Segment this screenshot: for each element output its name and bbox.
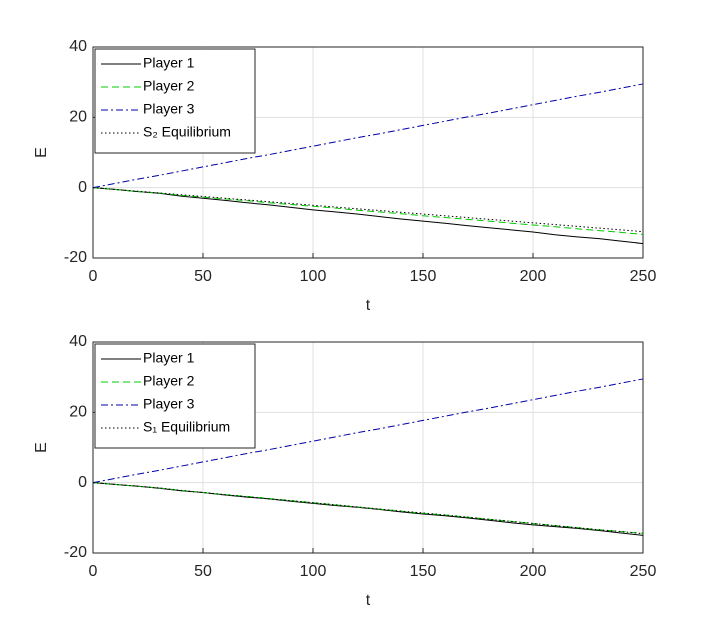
y-tick-label: 0 — [78, 474, 87, 491]
x-tick-label: 0 — [89, 268, 98, 285]
y-tick-label: -20 — [64, 544, 87, 561]
legend: Player 1 Player 2 Player 3 S₁ Equilibrium — [94, 343, 256, 449]
y-tick-label: -20 — [64, 249, 87, 266]
x-tick-label: 100 — [300, 563, 327, 580]
y-tick-label: 20 — [69, 109, 87, 126]
x-tick-label: 200 — [520, 563, 547, 580]
y-axis-label: E — [33, 147, 50, 158]
x-tick-label: 50 — [194, 563, 212, 580]
legend-label: Player 3 — [143, 101, 195, 117]
y-tick-label: 20 — [69, 404, 87, 421]
x-tick-label: 150 — [410, 268, 437, 285]
legend-label: Player 2 — [143, 78, 195, 94]
x-axis-label: t — [366, 297, 371, 314]
series-line — [92, 187, 644, 235]
legend-label: Player 2 — [143, 373, 195, 389]
series-line — [92, 378, 644, 484]
series-line — [92, 83, 644, 189]
x-tick-label: 250 — [630, 563, 657, 580]
legend-label: Player 1 — [143, 350, 195, 366]
y-axis-label: E — [33, 442, 50, 453]
y-tick-label: 40 — [69, 333, 87, 350]
legend-label: Player 1 — [143, 55, 195, 71]
x-tick-label: 200 — [520, 268, 547, 285]
axes-box — [92, 46, 644, 259]
legend-label: S₂ Equilibrium — [143, 124, 231, 140]
legend-box — [94, 48, 256, 154]
series-line — [92, 482, 644, 535]
legend-box — [94, 343, 256, 449]
axes-box — [92, 341, 644, 554]
x-axis-label: t — [366, 592, 371, 609]
y-tick-label: 40 — [69, 38, 87, 55]
x-tick-label: 0 — [89, 563, 98, 580]
x-tick-label: 150 — [410, 563, 437, 580]
y-tick-label: 0 — [78, 179, 87, 196]
x-tick-label: 100 — [300, 268, 327, 285]
x-tick-label: 50 — [194, 268, 212, 285]
legend-label: Player 3 — [143, 396, 195, 412]
x-tick-label: 250 — [630, 268, 657, 285]
legend-label: S₁ Equilibrium — [143, 419, 230, 435]
series-line — [92, 187, 644, 245]
legend: Player 1 Player 2 Player 3 S₂ Equilibrium — [94, 48, 256, 154]
